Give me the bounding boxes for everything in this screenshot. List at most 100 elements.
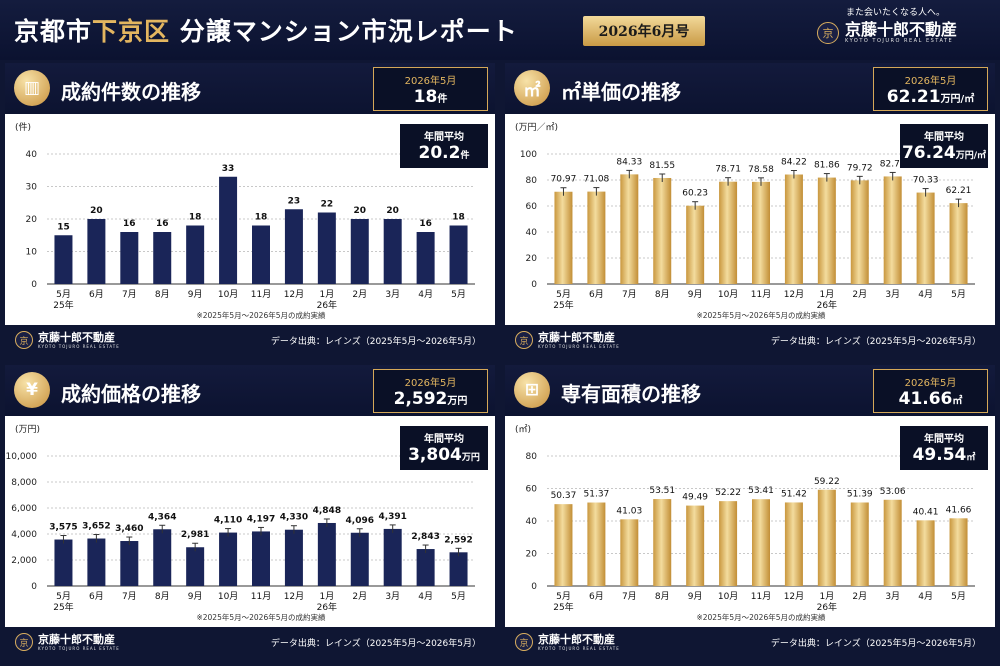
- annual-average-label: 年間平均: [924, 132, 964, 143]
- bar-value-label: 18: [452, 213, 465, 223]
- x-tick-label: 8月: [655, 289, 670, 300]
- bar: [554, 504, 573, 586]
- y-tick-label: 20: [26, 215, 38, 225]
- footer-logo-name: 京藤十郎不動産: [38, 632, 115, 646]
- panel-header: ▥ 成約件数の推移 2026年5月 18件: [5, 63, 495, 114]
- bar-value-label: 59.22: [814, 477, 840, 487]
- bar: [120, 232, 139, 284]
- bar-value-label: 40.41: [913, 507, 939, 517]
- annual-average-label: 年間平均: [924, 434, 964, 445]
- bar: [719, 181, 738, 284]
- bar-value-label: 71.08: [584, 175, 610, 185]
- chart-note: ※2025年5月～2026年5月の成約実績: [696, 310, 826, 320]
- bar: [54, 235, 73, 284]
- bar-value-label: 2,843: [411, 532, 439, 542]
- square-meter-icon: ㎡: [514, 70, 550, 106]
- bar-value-label: 33: [222, 164, 235, 174]
- bar: [153, 529, 172, 586]
- report-header: 京都市下京区 分譲マンション市況レポート 2026年6月号 また会いたくなる人へ…: [0, 0, 1000, 60]
- x-tick-label: 7月: [622, 289, 637, 300]
- bar-value-label: 78.58: [748, 165, 774, 175]
- footer-logo-subtitle: KYOTO TOJURO REAL ESTATE: [38, 645, 120, 651]
- bar-value-label: 84.22: [781, 158, 807, 168]
- bar: [252, 531, 270, 586]
- x-tick-label: 7月: [622, 591, 637, 602]
- footer-logo-subtitle: KYOTO TOJURO REAL ESTATE: [538, 343, 620, 349]
- bar-value-label: 3,652: [82, 522, 110, 532]
- y-tick-label: 60: [526, 202, 538, 212]
- data-source: データ出典：レインズ（2025年5月～2026年5月）: [270, 639, 481, 649]
- bar-chart: (件) 0 10 20 30 40 15 5月 25年 20 6月 16 7月 16 8月 18 9月 33 10月…: [15, 121, 475, 320]
- current-month-box: 2026年5月 41.66㎡: [873, 369, 988, 413]
- x-tick-label: 1月 26年: [317, 289, 337, 311]
- x-tick-label: 4月: [918, 591, 933, 602]
- y-axis-label: (万円): [15, 424, 40, 435]
- y-axis-label: (㎡): [515, 424, 531, 435]
- logo-mark-icon: 京: [817, 22, 839, 44]
- y-tick-label: 80: [526, 176, 538, 186]
- x-tick-label: 3月: [385, 289, 400, 300]
- y-tick-label: 2,000: [11, 556, 37, 566]
- title-city: 京都市: [14, 17, 93, 46]
- annual-average-value: 49.54: [912, 445, 967, 465]
- bar: [317, 522, 336, 586]
- y-tick-label: 8,000: [11, 478, 37, 488]
- panel-title: 成約価格の推移: [61, 382, 201, 406]
- bar-value-label: 22: [321, 200, 334, 210]
- x-tick-label: 2月: [352, 289, 367, 300]
- bar: [784, 174, 803, 284]
- bar: [949, 518, 968, 586]
- x-tick-label: 8月: [155, 591, 170, 602]
- bar: [916, 192, 935, 284]
- bar: [554, 191, 573, 284]
- bar-value-label: 53.06: [880, 487, 906, 497]
- bar: [916, 520, 935, 586]
- x-tick-label: 3月: [885, 289, 900, 300]
- y-axis-label: (件): [15, 121, 31, 133]
- bar-value-label: 20: [354, 206, 367, 216]
- bar: [784, 502, 803, 586]
- footer-logo: 京京藤十郎不動産 KYOTO TOJURO REAL ESTATE: [515, 633, 620, 651]
- bar-value-label: 16: [419, 219, 432, 229]
- bar: [620, 519, 639, 586]
- bar: [817, 489, 836, 586]
- bar: [87, 538, 106, 586]
- current-month-unit: 万円: [447, 396, 468, 407]
- x-tick-label: 5月 25年: [553, 289, 573, 311]
- bar: [883, 176, 902, 284]
- panel-floor-area: ⊞ 専有面積の推移 2026年5月 41.66㎡ (㎡) 0 20 40 60 80 50.37 5月…: [505, 365, 995, 657]
- bar-value-label: 18: [255, 213, 268, 223]
- x-tick-label: 5月 25年: [53, 591, 73, 613]
- bar: [449, 225, 468, 284]
- bar-chart: (㎡) 0 20 40 60 80 50.37 5月 25年 51.37 6月 41.03 7月 53.5…: [515, 424, 975, 622]
- report-title: 京都市下京区 分譲マンション市況レポート: [14, 12, 518, 48]
- bar-value-label: 4,096: [346, 516, 374, 526]
- x-tick-label: 9月: [188, 289, 203, 300]
- footer-logo: 京京藤十郎不動産 KYOTO TOJURO REAL ESTATE: [15, 331, 120, 349]
- panel-title: 専有面積の推移: [561, 382, 701, 406]
- current-month-value-line: 62.21万円/㎡: [874, 87, 987, 110]
- bar-value-label: 20: [90, 206, 103, 216]
- bar-value-label: 81.86: [814, 161, 840, 171]
- footer-logo-subtitle: KYOTO TOJURO REAL ESTATE: [38, 343, 120, 349]
- bar-value-label: 41.66: [946, 505, 972, 515]
- bar-value-label: 79.72: [847, 163, 873, 173]
- x-tick-label: 10月: [218, 289, 238, 300]
- bar-value-label: 16: [156, 219, 169, 229]
- x-tick-label: 6月: [589, 289, 604, 300]
- y-tick-label: 0: [31, 582, 37, 592]
- bar-value-label: 51.42: [781, 489, 807, 499]
- current-month-label: 2026年5月: [904, 378, 957, 389]
- floor-plan-icon: ⊞: [514, 372, 550, 408]
- y-tick-label: 10,000: [6, 452, 38, 462]
- x-tick-label: 9月: [188, 591, 203, 602]
- logo-mark-icon: 京: [515, 331, 533, 349]
- data-source: データ出典：レインズ（2025年5月～2026年5月）: [770, 337, 981, 347]
- bar: [817, 177, 836, 284]
- current-month-value-line: 41.66㎡: [874, 389, 987, 412]
- panel-transaction-price: ¥ 成約価格の推移 2026年5月 2,592万円 (万円) 0 2,000 4,000 6,0…: [5, 365, 495, 657]
- bar-value-label: 18: [189, 213, 202, 223]
- bar: [653, 177, 672, 284]
